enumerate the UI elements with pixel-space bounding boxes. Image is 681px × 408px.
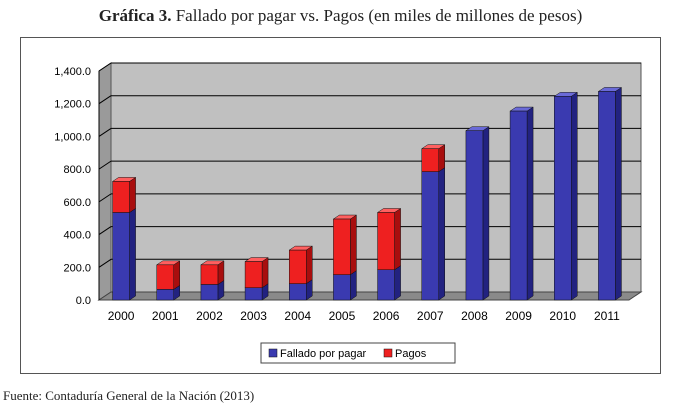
x-tick-label: 2008 bbox=[461, 309, 488, 323]
legend-label-fallado: Fallado por pagar bbox=[280, 348, 367, 360]
title-number: Gráfica 3. bbox=[98, 6, 172, 25]
bar-pagos bbox=[289, 249, 307, 284]
y-tick-label: 800.0 bbox=[63, 164, 91, 176]
bar-fallado bbox=[112, 212, 130, 301]
bar-fallado-side bbox=[129, 208, 136, 301]
bar-fallado bbox=[333, 274, 351, 301]
bar-pagos-side bbox=[261, 257, 269, 289]
bar-pagos bbox=[421, 148, 439, 172]
y-tick-label: 1,200.0 bbox=[54, 99, 91, 111]
legend-label-pagos: Pagos bbox=[395, 348, 427, 360]
title-text: Fallado por pagar vs. Pagos (en miles de… bbox=[175, 6, 583, 25]
gridline-side bbox=[98, 62, 112, 72]
bar-fallado bbox=[554, 96, 572, 301]
gridline-side bbox=[98, 128, 112, 137]
y-tick-label: 0.0 bbox=[76, 295, 91, 307]
x-tick-label: 2005 bbox=[329, 309, 356, 323]
plot-floor bbox=[97, 291, 643, 301]
bar-pagos bbox=[377, 212, 395, 270]
bar-pagos bbox=[156, 264, 174, 290]
source-note: Fuente: Contaduría General de la Nación … bbox=[3, 388, 255, 403]
bar-pagos-side bbox=[438, 144, 445, 173]
x-tick-label: 2009 bbox=[505, 309, 532, 323]
bar-fallado bbox=[289, 283, 307, 301]
x-tick-label: 2000 bbox=[108, 309, 135, 323]
bar-fallado bbox=[156, 289, 174, 301]
chart-title: Gráfica 3. Fallado por pagar vs. Pagos (… bbox=[0, 6, 681, 26]
bar-fallado bbox=[377, 269, 395, 301]
x-tick-label: 2006 bbox=[373, 309, 400, 323]
bar-fallado-side bbox=[571, 91, 578, 301]
bar-fallado-side bbox=[526, 106, 534, 301]
bar-fallado bbox=[509, 110, 528, 301]
plot-side-wall bbox=[98, 62, 112, 301]
bar-pagos bbox=[200, 264, 219, 285]
bar-fallado bbox=[200, 284, 219, 301]
bar-pagos-side bbox=[129, 176, 136, 213]
gridline-side bbox=[98, 160, 112, 170]
x-tick-label: 2010 bbox=[549, 309, 576, 323]
gridline-side bbox=[98, 95, 112, 105]
bar-fallado bbox=[598, 91, 616, 301]
x-tick-label: 2001 bbox=[152, 309, 179, 323]
bar-fallado bbox=[244, 287, 263, 301]
gridline-side bbox=[98, 193, 112, 203]
bar-fallado-side bbox=[394, 265, 401, 301]
bar-fallado-side bbox=[438, 167, 445, 301]
gridline-side bbox=[98, 226, 112, 235]
bar-pagos-side bbox=[306, 245, 313, 285]
bar-pagos-side bbox=[173, 260, 180, 290]
bar-pagos-side bbox=[350, 214, 357, 276]
bar-pagos bbox=[112, 181, 130, 213]
bar-chart: 0.0 200.0 400.0 600.0 800.0 1,000.0 1,200.0 1,4… bbox=[54, 62, 643, 364]
gridline-side bbox=[98, 258, 112, 268]
legend-swatch-pagos bbox=[383, 348, 393, 358]
x-tick-label: 2003 bbox=[240, 309, 267, 323]
y-tick-label: 400.0 bbox=[63, 230, 91, 242]
bar-fallado-side bbox=[350, 270, 357, 301]
y-tick-label: 200.0 bbox=[63, 262, 91, 274]
y-tick-label: 600.0 bbox=[63, 197, 91, 209]
x-tick-label: 2011 bbox=[594, 309, 620, 323]
x-tick-label: 2002 bbox=[196, 309, 223, 323]
x-tick-label: 2007 bbox=[417, 309, 444, 323]
bar-fallado-side bbox=[615, 86, 622, 301]
bar-fallado bbox=[465, 130, 484, 301]
bar-pagos bbox=[244, 261, 263, 288]
bar-fallado-side bbox=[482, 126, 490, 301]
legend-swatch-fallado bbox=[268, 348, 278, 358]
y-tick-label: 1,400.0 bbox=[54, 66, 91, 78]
chart-frame: 0.0 200.0 400.0 600.0 800.0 1,000.0 1,200.0 1,4… bbox=[20, 37, 661, 374]
bar-fallado bbox=[421, 171, 439, 301]
legend-box bbox=[260, 342, 456, 364]
bar-pagos-side bbox=[394, 208, 401, 271]
x-tick-label: 2004 bbox=[284, 309, 311, 323]
y-tick-label: 1,000.0 bbox=[54, 131, 91, 143]
bar-pagos bbox=[333, 218, 351, 275]
